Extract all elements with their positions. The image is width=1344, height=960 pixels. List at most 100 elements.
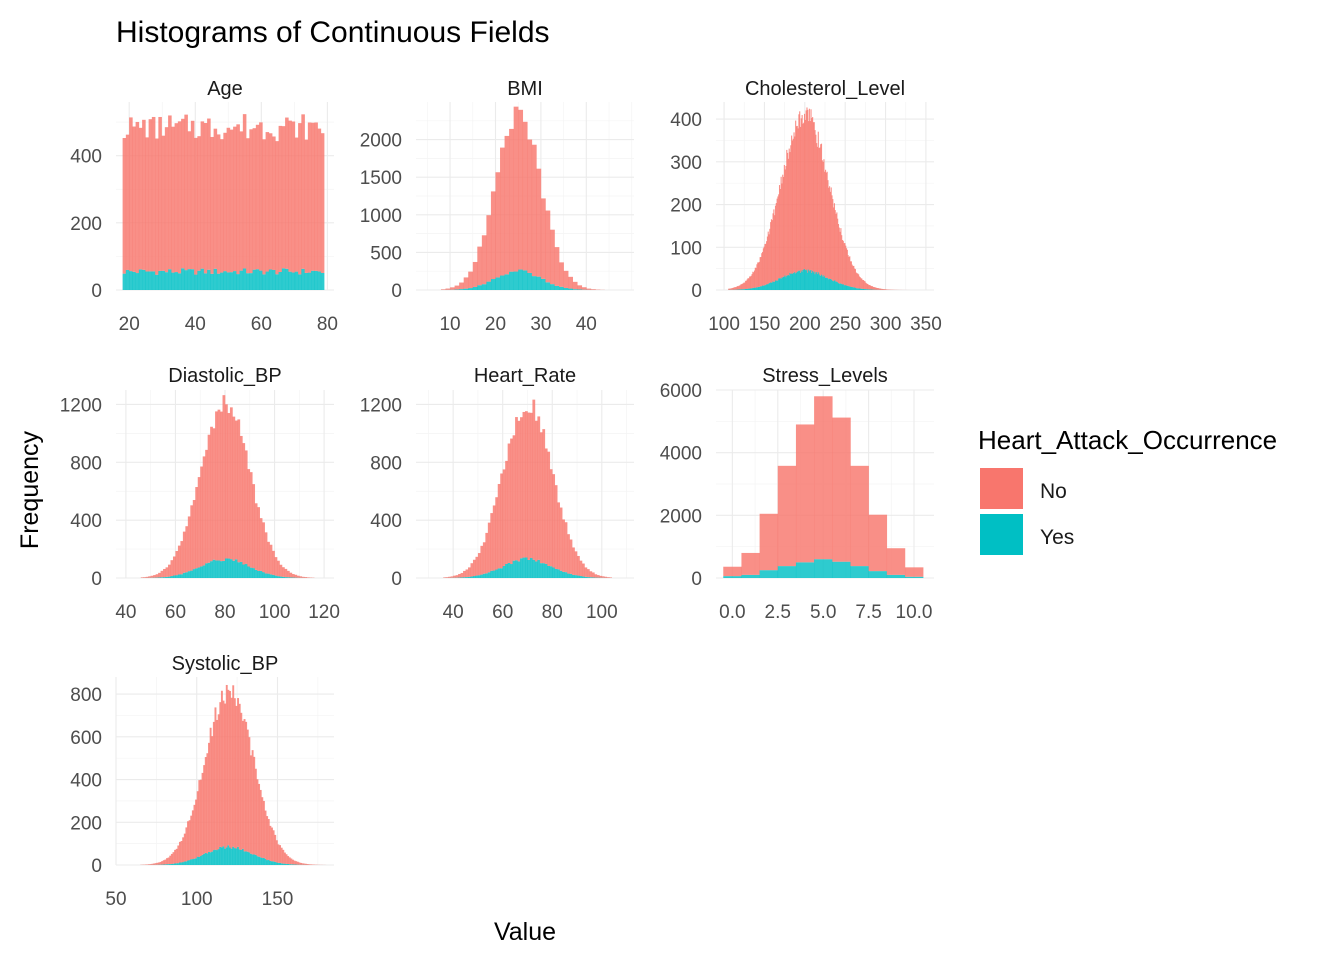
bar-yes — [835, 281, 837, 290]
bar-no — [463, 277, 469, 289]
bar-no — [463, 570, 466, 578]
bar-yes — [814, 559, 833, 578]
bar-no — [212, 721, 215, 851]
bar-no — [737, 286, 739, 290]
bar-no — [795, 424, 815, 563]
bar-no — [183, 833, 186, 862]
bar-yes — [145, 271, 149, 290]
bar-no — [281, 126, 286, 269]
bar-no — [237, 419, 241, 563]
bar-no — [753, 272, 755, 288]
bar-yes — [777, 566, 797, 578]
bar-no — [850, 261, 852, 287]
bar-no — [542, 429, 546, 564]
bar-no — [769, 228, 771, 283]
bar-no — [811, 118, 813, 273]
bar-yes — [557, 569, 560, 578]
bar-yes — [840, 283, 842, 290]
bar-yes — [192, 569, 196, 578]
bar-yes — [490, 279, 496, 290]
bar-no — [791, 135, 793, 274]
x-tick-label: 50 — [105, 889, 126, 910]
bars — [728, 107, 911, 290]
bar-no — [809, 121, 811, 271]
bar-yes — [262, 572, 265, 578]
bar-no — [591, 572, 595, 578]
bar-yes — [794, 271, 796, 290]
bar-no — [502, 469, 506, 566]
bar-no — [450, 287, 455, 290]
bar-no — [490, 513, 494, 571]
panel-age: Age 20 40 60 80 0 200 400 — [70, 78, 338, 335]
bar-no — [833, 207, 835, 282]
bar-no — [274, 834, 277, 862]
bar-yes — [743, 289, 745, 290]
bar-yes — [762, 285, 764, 290]
bar-no — [875, 287, 877, 290]
bar-yes — [586, 577, 590, 578]
bar-no — [197, 136, 201, 271]
bar-yes — [311, 270, 315, 290]
bar-yes — [785, 277, 787, 290]
x-tick-label: 100 — [708, 314, 740, 335]
bar-yes — [240, 849, 243, 865]
bar-no — [745, 280, 747, 289]
bar-no — [311, 122, 315, 271]
bar-no — [301, 576, 305, 578]
bar-no — [816, 143, 818, 273]
bar-no — [177, 121, 182, 274]
bar-no — [222, 700, 225, 847]
bar-yes — [863, 289, 865, 290]
y-tick-label: 100 — [670, 238, 702, 259]
bar-yes — [201, 854, 204, 865]
bar-no — [741, 283, 743, 290]
bar-no — [271, 827, 273, 862]
bar-yes — [554, 285, 560, 290]
bar-yes — [577, 575, 580, 578]
bar-no — [829, 191, 831, 279]
bar-yes — [764, 285, 766, 290]
bar-yes — [148, 271, 153, 290]
bar-no — [254, 768, 257, 855]
bar-no — [815, 134, 817, 273]
bar-no — [799, 111, 801, 271]
bar-no — [568, 276, 573, 289]
bar-yes — [529, 557, 533, 578]
bar-no — [259, 518, 263, 571]
bar-yes — [817, 272, 819, 290]
y-tick-label: 1500 — [360, 168, 402, 189]
bar-no — [794, 136, 796, 272]
bar-yes — [174, 863, 177, 865]
bar-yes — [197, 567, 201, 578]
bar-no — [741, 552, 760, 575]
bar-yes — [799, 270, 801, 290]
bar-yes — [142, 269, 146, 290]
bar-no — [520, 417, 523, 559]
bar-no — [190, 815, 193, 860]
bar-no — [192, 500, 196, 570]
bar-yes — [507, 562, 511, 578]
bar-yes — [249, 273, 253, 290]
bar-yes — [163, 577, 166, 578]
bar-yes — [868, 289, 870, 290]
bar-yes — [755, 287, 757, 290]
bar-yes — [298, 274, 302, 290]
bar-yes — [536, 276, 542, 290]
bar-yes — [285, 268, 289, 290]
bar-no — [832, 199, 834, 281]
bar-yes — [185, 572, 189, 578]
bar-yes — [481, 284, 487, 290]
bar-no — [886, 289, 888, 290]
bar-no — [778, 185, 781, 279]
bar-no — [440, 289, 446, 290]
bar-no — [246, 138, 250, 274]
bar-no — [845, 248, 848, 286]
bar-no — [601, 576, 605, 578]
panel-title: Cholesterol_Level — [745, 78, 905, 100]
bar-yes — [244, 563, 248, 578]
panel-cholesterol-level: Cholesterol_Level 100 150 200 250 300 350 0 100 2… — [670, 78, 941, 335]
bar-yes — [761, 286, 763, 290]
bar-yes — [283, 863, 286, 865]
bar-no — [590, 289, 596, 290]
